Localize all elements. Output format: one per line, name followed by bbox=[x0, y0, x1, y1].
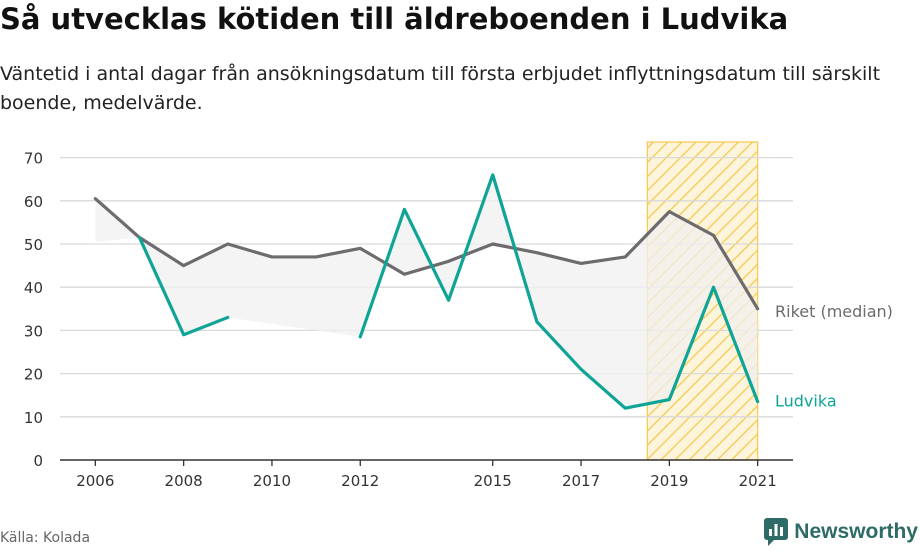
x-tick-label: 2008 bbox=[165, 472, 203, 490]
y-tick-label: 60 bbox=[24, 193, 43, 211]
brand-name: Newsworthy bbox=[794, 520, 918, 543]
x-tick-label: 2017 bbox=[562, 472, 600, 490]
ludvika-line bbox=[137, 235, 230, 337]
source-note: Källa: Kolada bbox=[0, 530, 91, 546]
x-tick-label: 2012 bbox=[341, 472, 379, 490]
x-tick-label: 2010 bbox=[253, 472, 291, 490]
y-tick-label: 50 bbox=[24, 236, 43, 254]
gap-area bbox=[95, 174, 758, 409]
x-tick-label: 2015 bbox=[474, 472, 512, 490]
riket-line bbox=[93, 197, 760, 311]
y-tick-label: 10 bbox=[24, 409, 43, 427]
x-tick-label: 2006 bbox=[76, 472, 114, 490]
chart-subtitle: Väntetid i antal dagar från ansökningsda… bbox=[0, 63, 881, 114]
x-tick-label: 2019 bbox=[650, 472, 688, 490]
y-tick-label: 40 bbox=[24, 279, 43, 297]
chart-title: Så utvecklas kötiden till äldreboenden i… bbox=[0, 2, 789, 36]
ludvika-line bbox=[358, 173, 760, 410]
y-tick-label: 0 bbox=[33, 452, 43, 470]
y-tick-label: 70 bbox=[24, 150, 43, 168]
brand-logo: Newsworthy bbox=[764, 518, 918, 546]
series-label-ludvika: Ludvika bbox=[775, 392, 837, 411]
y-tick-label: 20 bbox=[24, 366, 43, 384]
line-chart: 0 10 20 30 40 50 60 70 2006 2008 2010 2012 2015 2017 2… bbox=[24, 141, 893, 490]
y-tick-label: 30 bbox=[24, 322, 43, 340]
newsworthy-icon bbox=[764, 518, 789, 546]
x-tick-label: 2021 bbox=[739, 472, 777, 490]
series-label-riket: Riket (median) bbox=[775, 302, 893, 321]
